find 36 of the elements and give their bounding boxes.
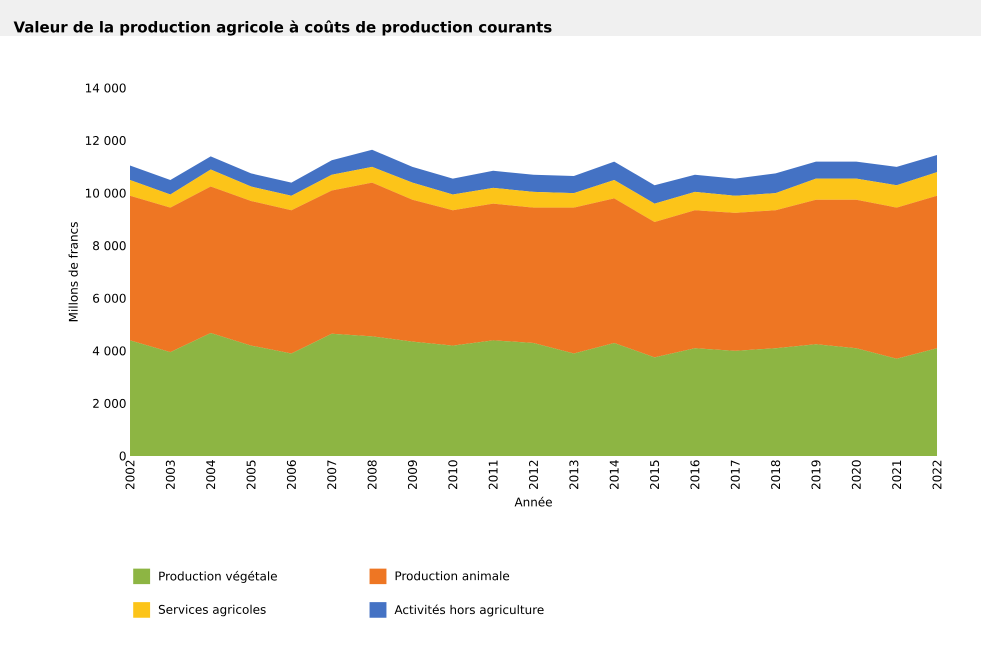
y-tick-label: 4 000 [92, 346, 126, 356]
x-tick-label: 2013 [569, 460, 578, 490]
y-tick-label: 8 000 [93, 241, 126, 250]
x-tick-label: 2007 [327, 460, 336, 490]
x-tick-label: 2008 [368, 460, 377, 490]
x-tick-label: 2002 [125, 460, 135, 490]
y-tick-label: 14 000 [86, 83, 126, 93]
x-tick-label: 2003 [166, 460, 175, 490]
legend-label: Production végétale [159, 570, 277, 583]
x-tick-label: 2012 [528, 460, 538, 490]
legend-label: Activités hors agriculture [394, 604, 544, 616]
x-tick-label: 2009 [408, 460, 417, 490]
x-tick-label: 2022 [932, 460, 942, 490]
chart-title: Valeur de la production agricole à coûts de production courants [14, 20, 552, 36]
x-tick-label: 2015 [650, 460, 660, 490]
x-tick-label: 2018 [771, 460, 780, 490]
x-tick-label: 2014 [610, 460, 619, 490]
x-tick-label: 2016 [690, 460, 700, 490]
x-tick-label: 2004 [206, 460, 216, 490]
y-axis-title: Millons de francs [68, 222, 78, 322]
y-tick-label: 10 000 [86, 188, 126, 198]
x-axis-title: Année [514, 496, 552, 507]
x-tick-label: 2019 [811, 460, 820, 490]
x-tick-label: 2010 [448, 460, 458, 490]
y-tick-label: 2 000 [93, 398, 126, 408]
x-tick-label: 2020 [852, 460, 861, 490]
legend-label: Production animale [396, 571, 510, 580]
y-tick-label: 12 000 [86, 136, 126, 146]
y-tick-label: 6 000 [93, 294, 126, 303]
x-tick-label: 2005 [246, 460, 256, 490]
x-tick-label: 2011 [488, 460, 498, 490]
y-tick-label: 0 [120, 451, 126, 461]
x-tick-label: 2021 [892, 460, 902, 490]
x-tick-label: 2006 [286, 460, 296, 490]
legend-label: Services agricoles [158, 604, 266, 616]
x-tick-label: 2017 [730, 460, 740, 490]
